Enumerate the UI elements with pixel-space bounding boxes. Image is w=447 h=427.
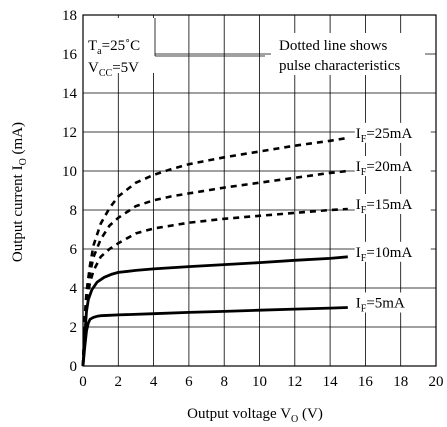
series-line (81, 169, 348, 367)
note-line-1: Dotted line shows (279, 38, 387, 54)
series-label: IF=25mA (356, 126, 413, 145)
series-label: IF=10mA (356, 245, 413, 264)
y-tick-label: 16 (62, 47, 78, 63)
series-line (81, 306, 348, 367)
series-label: IF=15mA (356, 197, 413, 216)
y-tick-label: 18 (62, 8, 77, 24)
series-line (81, 255, 348, 367)
x-tick-label: 12 (287, 374, 302, 390)
x-tick-label: 20 (429, 374, 444, 390)
y-tick-label: 12 (62, 125, 77, 141)
x-tick-label: 6 (185, 374, 193, 390)
y-tick-label: 0 (70, 359, 78, 375)
x-tick-label: 8 (220, 374, 228, 390)
x-tick-label: 2 (115, 374, 123, 390)
x-axis-label: Output voltage VO (V) (187, 406, 323, 425)
y-tick-label: 8 (70, 203, 78, 219)
x-tick-label: 18 (393, 374, 408, 390)
series-line (81, 136, 349, 367)
x-tick-label: 0 (79, 374, 87, 390)
series-label: IF=20mA (356, 159, 413, 178)
x-tick-label: 4 (150, 374, 158, 390)
vcc-condition: VCC=5V (88, 60, 139, 79)
y-tick-label: 10 (62, 164, 77, 180)
plot-frame (82, 14, 437, 367)
note-line-2: pulse characteristics (279, 58, 400, 74)
series-curves (81, 136, 349, 367)
ta-condition: Ta=25˚C (88, 38, 140, 57)
y-tick-label: 14 (62, 86, 78, 102)
series-line (81, 207, 348, 367)
y-tick-label: 4 (70, 281, 78, 297)
x-tick-label: 10 (252, 374, 267, 390)
y-tick-label: 6 (70, 242, 78, 258)
y-tick-label: 2 (70, 320, 78, 336)
series-labels: IF=25mA IF=20mA IF=15mA IF=10mA IF=5mA (354, 122, 431, 315)
series-label: IF=5mA (356, 296, 405, 315)
tick-labels: 0 2 4 6 8 10 12 14 16 18 20 0 2 4 6 8 10 12 14 16 18 (62, 8, 444, 390)
note-box: Dotted line shows pulse characteristics (271, 33, 425, 75)
conditions-box: Ta=25˚C VCC=5V (83, 18, 265, 79)
x-tick-label: 16 (358, 374, 374, 390)
y-axis-label: Output current IO (mA) (10, 122, 29, 262)
x-tick-label: 14 (323, 374, 339, 390)
